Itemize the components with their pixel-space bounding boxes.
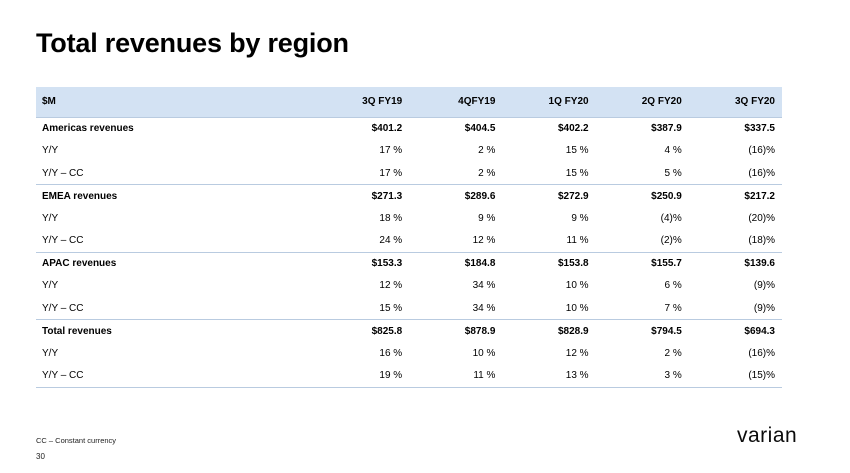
header-cell-2q-fy20: 2Q FY20 [641, 96, 682, 108]
row-label: Americas revenues [36, 116, 317, 140]
table-cell: 34 % [472, 302, 496, 314]
logo-text: varian [737, 425, 797, 447]
table-cell: 10 % [565, 280, 589, 292]
table-row-group: APAC revenues $153.3 $184.8 $153.8 $155.7 $13… [36, 251, 782, 275]
table-cell: 17 % [379, 167, 403, 179]
varian-logo-icon: varian [737, 425, 797, 447]
table-cell: 6 % [664, 280, 682, 292]
table-cell: $337.5 [688, 116, 782, 140]
table-cell: $794.5 [595, 319, 689, 342]
table-cell: 34 % [472, 280, 496, 292]
row-label: APAC revenues [36, 251, 317, 275]
row-label: Total revenues [36, 319, 317, 342]
table-cell: 16 % [379, 347, 403, 359]
table-cell: (9)% [753, 302, 775, 314]
table-cell: $250.9 [595, 184, 689, 207]
table-row: Y/Y – CC 15 % 34 % 10 % 7 % (9)% [36, 297, 782, 320]
table-row: Y/Y 16 % 10 % 12 % 2 % (16)% [36, 342, 782, 365]
table-cell: 17 % [379, 145, 403, 157]
table-cell: 12 % [379, 280, 403, 292]
row-label: Y/Y [42, 145, 59, 157]
footnote: CC – Constant currency [36, 436, 117, 445]
table-cell: $289.6 [409, 184, 503, 207]
table-cell: 9 % [571, 212, 589, 224]
table-cell: 5 % [664, 167, 682, 179]
table-cell: $387.9 [595, 116, 689, 140]
table-row: Y/Y – CC 17 % 2 % 15 % 5 % (16)% [36, 162, 782, 185]
table-cell: $139.6 [688, 251, 782, 275]
table-row: Y/Y 12 % 34 % 10 % 6 % (9)% [36, 275, 782, 298]
row-label: Y/Y [42, 280, 59, 292]
table-cell: $878.9 [409, 319, 503, 342]
table-cell: $828.9 [502, 319, 596, 342]
table-row-group: Americas revenues $401.2 $404.5 $402.2 $387.… [36, 116, 782, 140]
table-cell: $271.3 [316, 184, 410, 207]
table-cell: $272.9 [502, 184, 596, 207]
table-cell: 13 % [502, 364, 596, 388]
table-cell: (2)% [660, 235, 682, 246]
table-cell: (9)% [753, 280, 775, 292]
table-cell: (4)% [660, 212, 682, 224]
table-cell: 10 % [472, 347, 496, 359]
table-cell: 24 % [379, 235, 403, 246]
table-cell: 3 % [595, 364, 689, 388]
row-label: Y/Y – CC [42, 302, 84, 314]
table-cell: $155.7 [595, 251, 689, 275]
table-row: Y/Y – CC 19 % 11 % 13 % 3 % (15)% [36, 364, 782, 388]
table-cell: 2 % [664, 347, 682, 359]
revenue-table: $M 3Q FY19 4QFY19 1Q FY20 2Q FY20 3Q FY2… [36, 87, 782, 388]
row-label: Y/Y – CC [42, 235, 84, 246]
table-cell: (18)% [748, 235, 775, 246]
row-label: Y/Y [42, 347, 59, 359]
row-label: Y/Y – CC [42, 167, 84, 179]
table-cell: (16)% [748, 347, 775, 359]
table-cell: 15 % [379, 302, 403, 314]
table-cell: $401.2 [316, 116, 410, 140]
table-cell: $184.8 [409, 251, 503, 275]
table-cell: $217.2 [688, 184, 782, 207]
row-label: Y/Y [42, 212, 59, 224]
table-cell: 15 % [565, 145, 589, 157]
table-cell: 10 % [565, 302, 589, 314]
table-cell: 7 % [664, 302, 682, 314]
page-number: 30 [36, 452, 45, 461]
table-cell: 4 % [664, 145, 682, 157]
table-row: Y/Y 18 % 9 % 9 % (4)% (20)% [36, 207, 782, 230]
header-cell-3q-fy20: 3Q FY20 [734, 96, 775, 108]
table-cell: $153.8 [502, 251, 596, 275]
table-cell: $825.8 [316, 319, 410, 342]
table-row: Y/Y – CC 24 % 12 % 11 % (2)% (18)% [36, 230, 782, 253]
table-cell: 18 % [379, 212, 403, 224]
page-title: Total revenues by region [36, 28, 349, 58]
table-cell: 12 % [565, 347, 589, 359]
table-row: Y/Y 17 % 2 % 15 % 4 % (16)% [36, 140, 782, 163]
table-cell: 9 % [478, 212, 496, 224]
table-cell: 11 % [409, 364, 503, 388]
table-cell: (20)% [748, 212, 775, 224]
table-cell: $694.3 [688, 319, 782, 342]
table-cell: 12 % [472, 235, 496, 246]
table-header-row: $M 3Q FY19 4QFY19 1Q FY20 2Q FY20 3Q FY2… [36, 87, 782, 117]
table-cell: $404.5 [409, 116, 503, 140]
table-cell: 11 % [566, 235, 589, 246]
header-cell-label: $M [42, 96, 56, 108]
row-label: EMEA revenues [36, 184, 317, 207]
revenue-table-container: $M 3Q FY19 4QFY19 1Q FY20 2Q FY20 3Q FY2… [36, 87, 782, 388]
table-cell: (15)% [688, 364, 782, 388]
header-cell-3q-fy19: 3Q FY19 [362, 96, 403, 108]
table-cell: $153.3 [316, 251, 410, 275]
header-cell-4q-fy19: 4QFY19 [458, 96, 496, 108]
row-label: Y/Y – CC [36, 364, 317, 388]
table-cell: $402.2 [502, 116, 596, 140]
table-cell: (16)% [748, 145, 775, 157]
table-cell: 2 % [478, 167, 496, 179]
table-row-group: Total revenues $825.8 $878.9 $828.9 $794.5 $6… [36, 319, 782, 342]
table-body: Americas revenues $401.2 $404.5 $402.2 $387.… [36, 116, 782, 388]
table-cell: (16)% [748, 167, 775, 179]
table-row-group: EMEA revenues $271.3 $289.6 $272.9 $250.9 $21… [36, 184, 782, 207]
table-cell: 15 % [565, 167, 589, 179]
table-cell: 2 % [478, 145, 496, 157]
table-cell: 19 % [316, 364, 410, 388]
header-cell-1q-fy20: 1Q FY20 [548, 96, 589, 108]
